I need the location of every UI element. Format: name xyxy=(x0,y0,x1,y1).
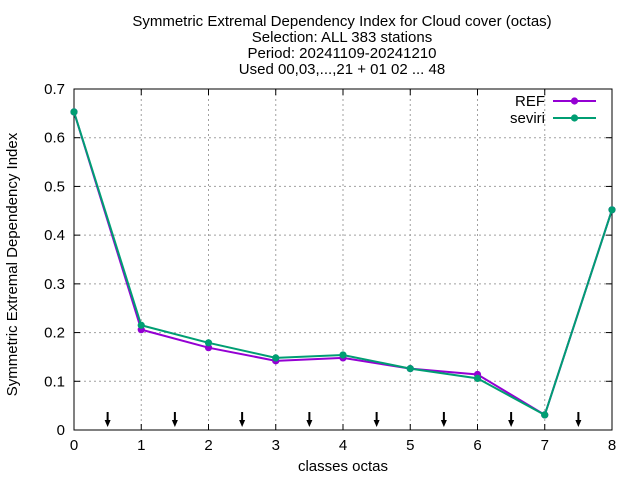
y-tick-label: 0.4 xyxy=(44,227,65,244)
data-point-seviri xyxy=(137,321,145,329)
down-arrow-icon xyxy=(171,412,178,427)
y-tick-label: 0.5 xyxy=(44,178,65,195)
series xyxy=(70,108,616,419)
x-tick-label: 1 xyxy=(137,437,145,454)
y-tick-label: 0.6 xyxy=(44,130,65,147)
title-line-3: Used 00,03,...,21 + 01 02 ... 48 xyxy=(239,61,445,78)
data-point-seviri xyxy=(339,351,347,359)
x-tick-label: 4 xyxy=(339,437,347,454)
down-arrow-icon xyxy=(104,412,111,427)
title-line-1: Selection: ALL 383 stations xyxy=(252,29,432,46)
x-tick-label: 0 xyxy=(70,437,78,454)
legend-label-REF: REF xyxy=(515,93,545,110)
class-arrows xyxy=(104,412,582,427)
data-point-seviri xyxy=(204,339,213,347)
chart-title: Symmetric Extremal Dependency Index for … xyxy=(132,13,551,78)
down-arrow-icon xyxy=(306,412,313,427)
down-arrow-icon xyxy=(440,412,447,427)
x-tick-label: 2 xyxy=(204,437,212,454)
down-arrow-icon xyxy=(373,412,380,427)
down-arrow-icon xyxy=(239,412,246,427)
grid xyxy=(74,89,612,430)
down-arrow-icon xyxy=(575,412,582,427)
data-point-seviri xyxy=(406,365,414,373)
y-axis-label: Symmetric Extremal Dependency Index xyxy=(4,132,21,396)
data-point-seviri xyxy=(70,108,78,116)
y-tick-label: 0 xyxy=(57,422,65,439)
x-axis-label: classes octas xyxy=(298,458,388,475)
y-tick-label: 0.3 xyxy=(44,276,65,293)
y-tick-label: 0.2 xyxy=(44,325,65,342)
data-point-seviri xyxy=(473,374,482,382)
x-tick-label: 6 xyxy=(473,437,481,454)
data-point-seviri xyxy=(541,411,549,419)
x-tick-label: 8 xyxy=(608,437,616,454)
title-line-2: Period: 20241109-20241210 xyxy=(247,45,436,62)
data-point-seviri xyxy=(608,206,616,214)
title-line-0: Symmetric Extremal Dependency Index for … xyxy=(132,13,551,30)
legend-label-seviri: seviri xyxy=(510,110,545,127)
axis-ticks: 0 1 2 3 4 5 6 7 8 0 0.1 0.2 0.3 0.4 0.5 0.6 0.7 xyxy=(44,81,616,454)
x-tick-label: 3 xyxy=(272,437,280,454)
x-tick-label: 7 xyxy=(541,437,549,454)
y-tick-label: 0.1 xyxy=(44,373,65,390)
legend-marker-REF xyxy=(570,97,579,105)
x-tick-label: 5 xyxy=(406,437,414,454)
down-arrow-icon xyxy=(508,412,515,427)
y-tick-label: 0.7 xyxy=(44,81,65,98)
legend-marker-seviri xyxy=(570,114,579,122)
data-point-seviri xyxy=(272,354,280,362)
